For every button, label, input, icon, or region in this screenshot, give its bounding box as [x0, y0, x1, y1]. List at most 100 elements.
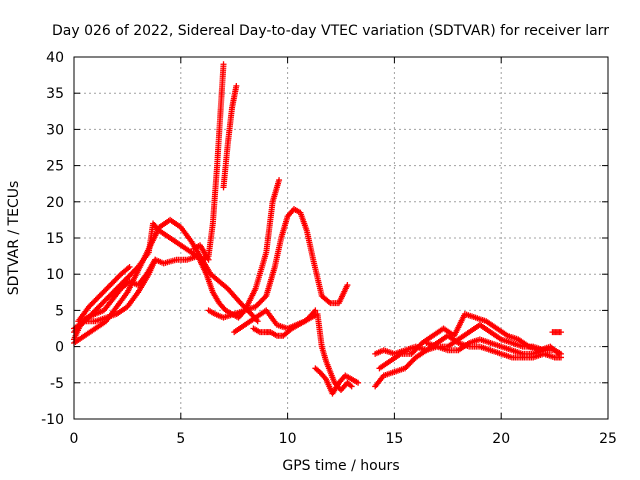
data-point-marks — [231, 322, 247, 336]
data-point-marks — [152, 256, 166, 266]
data-point-marks — [113, 276, 130, 292]
data-point-marks — [92, 319, 108, 332]
x-tick-label: 25 — [599, 431, 617, 447]
data-point-marks — [81, 326, 97, 339]
data-point-marks — [263, 265, 278, 299]
y-tick-label: 35 — [46, 86, 64, 102]
data-point-marks — [515, 336, 531, 349]
y-tick-label: 30 — [46, 122, 64, 138]
data-point-marks — [278, 215, 291, 241]
data-point-marks — [429, 326, 446, 339]
data-point-marks — [177, 224, 194, 244]
data-point-marks — [551, 354, 565, 361]
data-point-marks — [211, 311, 225, 320]
data-point-marks — [284, 326, 294, 336]
y-tick-label: 40 — [46, 50, 64, 66]
data-point-marks — [483, 318, 499, 331]
data-point-marks — [327, 368, 337, 384]
data-point-marks — [203, 271, 216, 294]
data-point-marks — [216, 278, 230, 291]
x-tick-label: 0 — [70, 431, 79, 447]
data-point-marks — [113, 304, 129, 318]
data-point-marks — [205, 307, 217, 317]
x-tick-label: 10 — [279, 431, 297, 447]
data-point-marks — [113, 290, 130, 310]
data-point-marks — [267, 329, 279, 338]
data-point-marks — [124, 290, 140, 310]
series-arc2 — [71, 61, 227, 336]
data-point-marks — [194, 253, 209, 276]
data-point-marks — [444, 337, 460, 350]
data-point-marks — [310, 256, 325, 298]
data-point-marks — [342, 372, 354, 382]
x-axis-label: GPS time / hours — [282, 458, 399, 474]
y-axis-label: SDTVAR / TECUs — [6, 181, 22, 296]
data-point-marks — [295, 319, 307, 328]
series-arc6 — [190, 242, 212, 263]
data-point-marks — [109, 287, 123, 303]
series-arc14 — [376, 311, 562, 372]
data-point-marks — [241, 315, 258, 328]
data-point-marks — [177, 242, 193, 255]
data-point-marks — [117, 279, 132, 292]
x-tick-label: 15 — [385, 431, 403, 447]
data-point-marks — [124, 265, 140, 281]
data-point-marks — [372, 347, 386, 357]
y-tick-label: 15 — [46, 231, 64, 247]
data-point-marks — [280, 330, 290, 339]
data-point-marks — [92, 308, 106, 318]
data-point-marks — [252, 251, 269, 292]
data-point-marks — [455, 341, 471, 354]
x-tick-label: 20 — [492, 431, 510, 447]
data-point-marks — [156, 227, 172, 240]
data-point-marks — [372, 374, 386, 390]
series-arc7 — [205, 206, 351, 321]
data-point-marks — [209, 289, 222, 305]
series-arc15 — [423, 336, 547, 357]
series-arc9 — [231, 307, 355, 394]
y-tick-label: -10 — [41, 412, 64, 428]
data-point-marks — [100, 298, 115, 314]
series-arc5 — [75, 263, 133, 325]
data-point-marks — [314, 311, 325, 348]
data-point-marks — [402, 355, 418, 372]
chart-title: Day 026 of 2022, Sidereal Day-to-day VTE… — [52, 23, 609, 39]
data-point-marks — [216, 300, 228, 312]
data-point-marks — [205, 222, 216, 260]
data-point-marks — [316, 368, 328, 381]
data-point-marks — [224, 106, 235, 147]
data-point-marks — [103, 287, 119, 303]
data-point-marks — [167, 235, 183, 248]
data-point-marks — [214, 61, 227, 169]
data-point-marks — [75, 305, 91, 325]
data-point-marks — [376, 359, 392, 372]
y-tick-label: 20 — [46, 195, 64, 211]
data-point-marks — [271, 236, 284, 270]
data-point-marks — [85, 294, 102, 310]
y-tick-labels: -10 -5 0 5 10 15 20 25 30 35 40 — [41, 50, 64, 428]
data-point-marks — [135, 251, 151, 270]
data-point-marks — [229, 82, 240, 111]
data-point-marks — [312, 365, 322, 374]
data-point-marks — [455, 330, 471, 343]
y-tick-label: -5 — [50, 376, 64, 392]
data-point-marks — [92, 297, 108, 314]
y-tick-label: 0 — [55, 340, 64, 356]
data-point-marks — [329, 381, 341, 397]
data-point-marks — [547, 343, 562, 357]
series-arc4 — [71, 177, 283, 332]
data-point-marks — [156, 217, 172, 231]
series-arc10 — [312, 365, 362, 397]
data-point-marks — [263, 307, 279, 327]
series-arc16 — [549, 329, 565, 336]
data-point-marks — [348, 376, 362, 386]
data-point-marks — [145, 222, 156, 256]
data-point-marks — [291, 206, 302, 215]
data-point-marks — [318, 343, 329, 363]
data-point-marks — [487, 329, 503, 342]
data-point-marks — [263, 200, 276, 256]
y-tick-label: 25 — [46, 159, 64, 175]
x-tick-label: 5 — [176, 431, 185, 447]
data-point-marks — [530, 347, 547, 357]
